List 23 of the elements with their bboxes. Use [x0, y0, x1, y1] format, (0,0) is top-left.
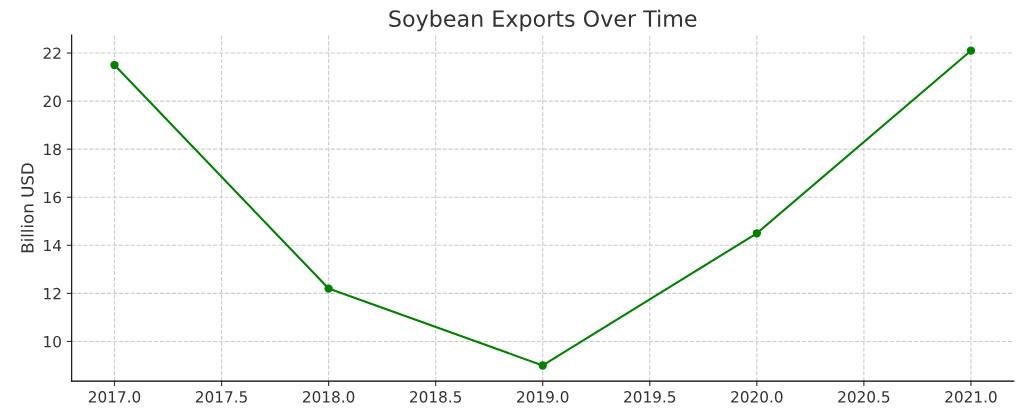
- x-tick-label: 2018.5: [410, 391, 462, 403]
- y-tick-label: 10: [44, 335, 61, 348]
- point: [538, 361, 547, 370]
- x-tick-label: 2019.0: [517, 391, 569, 403]
- point: [752, 229, 761, 238]
- x-tick-label: 2020.0: [731, 391, 783, 403]
- y-tick-label: 18: [44, 143, 61, 156]
- x-tick-label: 2019.5: [624, 391, 676, 403]
- y-tick-label: 16: [44, 191, 61, 204]
- chart-title: Soybean Exports Over Time: [389, 9, 697, 32]
- x-tick-label: 2020.5: [838, 391, 890, 403]
- x-tick-label: 2021.0: [945, 391, 997, 403]
- y-axis-title: Billion USD: [20, 163, 34, 253]
- y-tick-label: 12: [44, 287, 61, 300]
- x-tick-label: 2018.0: [303, 391, 355, 403]
- x-tick-label: 2017.0: [88, 391, 141, 403]
- point: [966, 46, 976, 55]
- y-tick-label: 14: [44, 239, 62, 252]
- point: [324, 284, 333, 293]
- x-tick-label: 2017.5: [195, 391, 247, 403]
- y-tick-label: 22: [43, 47, 61, 59]
- point: [110, 60, 119, 70]
- y-tick-label: 20: [43, 95, 61, 108]
